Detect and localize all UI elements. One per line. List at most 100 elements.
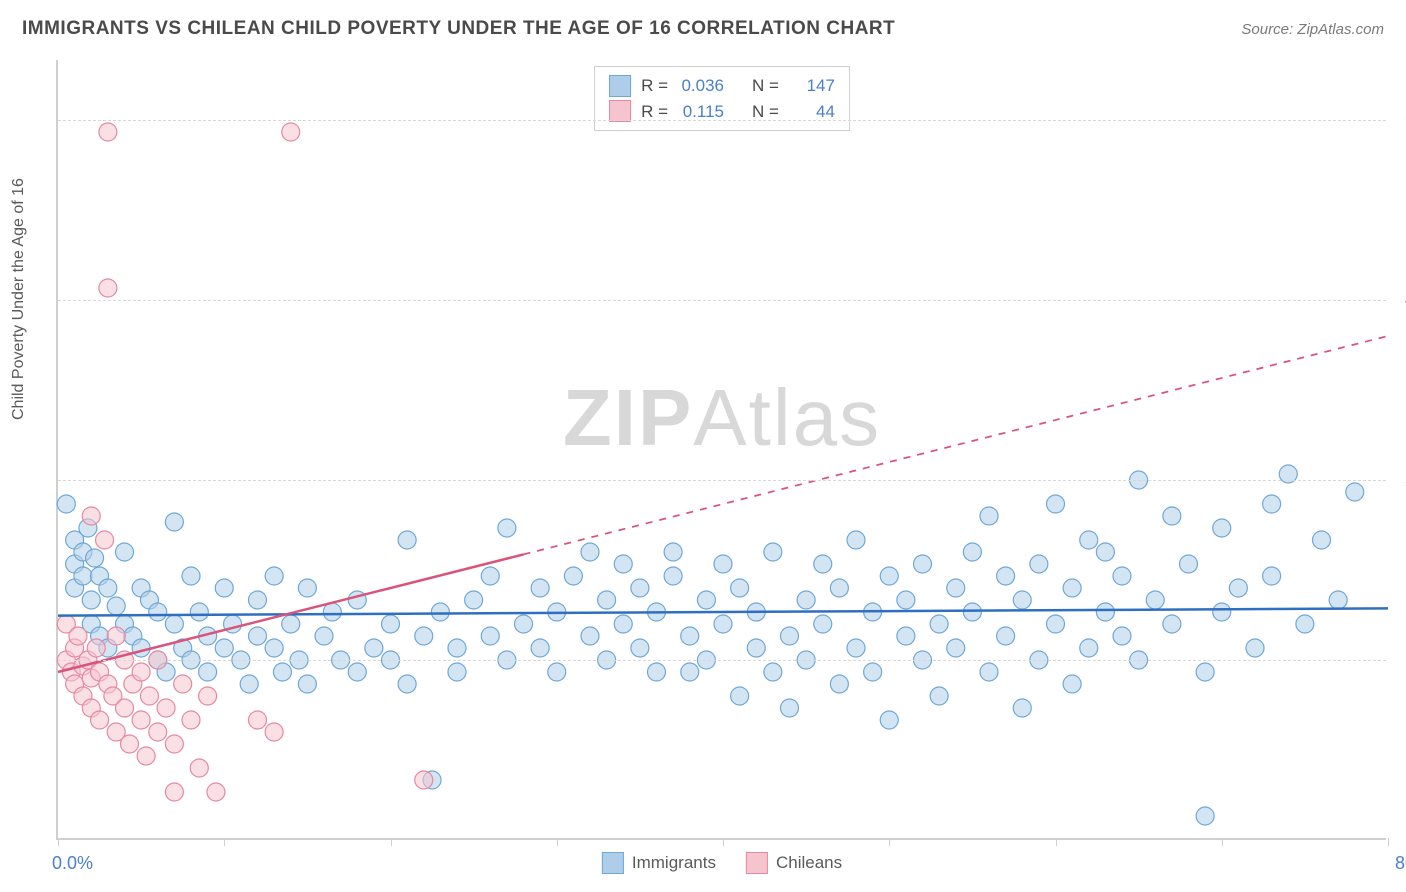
data-point-immigrants [1096, 543, 1114, 561]
data-point-chileans [249, 711, 267, 729]
data-point-immigrants [249, 627, 267, 645]
data-point-immigrants [86, 549, 104, 567]
data-point-immigrants [564, 567, 582, 585]
data-point-immigrants [864, 663, 882, 681]
data-point-immigrants [781, 699, 799, 717]
data-point-immigrants [764, 543, 782, 561]
data-point-immigrants [1163, 615, 1181, 633]
x-tick [224, 838, 225, 846]
data-point-chileans [87, 639, 105, 657]
data-point-immigrants [1030, 555, 1048, 573]
data-point-immigrants [731, 687, 749, 705]
y-axis-label: Child Poverty Under the Age of 16 [10, 178, 28, 420]
legend-correlation: R =0.036N =147R =0.115N =44 [594, 66, 850, 131]
x-tick [58, 838, 59, 846]
data-point-chileans [116, 699, 134, 717]
data-point-immigrants [1229, 579, 1247, 597]
data-point-immigrants [448, 663, 466, 681]
trendline-chileans-extrapolated [524, 336, 1389, 554]
data-point-immigrants [99, 579, 117, 597]
data-point-immigrants [1063, 675, 1081, 693]
data-point-immigrants [215, 639, 233, 657]
data-point-immigrants [880, 567, 898, 585]
data-point-chileans [199, 687, 217, 705]
data-point-immigrants [930, 687, 948, 705]
legend-bottom-label-immigrants: Immigrants [632, 853, 716, 873]
data-point-immigrants [365, 639, 383, 657]
data-point-immigrants [714, 555, 732, 573]
data-point-immigrants [190, 603, 208, 621]
x-axis-min-label: 0.0% [52, 853, 93, 874]
data-point-immigrants [1146, 591, 1164, 609]
data-point-immigrants [149, 603, 167, 621]
data-point-immigrants [1013, 591, 1031, 609]
data-point-chileans [99, 279, 117, 297]
legend-swatch-immigrants [609, 75, 631, 97]
data-point-immigrants [731, 579, 749, 597]
data-point-immigrants [398, 675, 416, 693]
data-point-immigrants [1013, 699, 1031, 717]
data-point-chileans [182, 711, 200, 729]
data-point-immigrants [963, 603, 981, 621]
data-point-immigrants [382, 615, 400, 633]
data-point-immigrants [1096, 603, 1114, 621]
data-point-immigrants [431, 603, 449, 621]
data-point-immigrants [1196, 663, 1214, 681]
data-point-chileans [207, 783, 225, 801]
data-point-immigrants [82, 591, 100, 609]
data-point-chileans [174, 675, 192, 693]
data-point-immigrants [631, 639, 649, 657]
data-point-immigrants [980, 663, 998, 681]
chart-source: Source: ZipAtlas.com [1241, 21, 1384, 38]
x-tick [1222, 838, 1223, 846]
data-point-immigrants [1263, 567, 1281, 585]
data-point-chileans [132, 711, 150, 729]
data-point-immigrants [681, 627, 699, 645]
data-point-immigrants [1263, 495, 1281, 513]
x-tick [889, 838, 890, 846]
data-point-chileans [165, 735, 183, 753]
data-point-immigrants [116, 543, 134, 561]
data-point-immigrants [273, 663, 291, 681]
data-point-immigrants [697, 591, 715, 609]
data-point-immigrants [215, 579, 233, 597]
data-point-chileans [82, 507, 100, 525]
data-point-chileans [157, 699, 175, 717]
data-point-immigrants [847, 531, 865, 549]
data-point-immigrants [963, 543, 981, 561]
data-point-immigrants [897, 627, 915, 645]
data-point-immigrants [481, 567, 499, 585]
data-point-immigrants [448, 639, 466, 657]
data-point-immigrants [598, 591, 616, 609]
data-point-immigrants [1047, 615, 1065, 633]
data-point-immigrants [165, 513, 183, 531]
data-point-immigrants [1213, 603, 1231, 621]
data-point-chileans [107, 627, 125, 645]
data-point-chileans [265, 723, 283, 741]
data-point-chileans [99, 123, 117, 141]
data-point-immigrants [1113, 627, 1131, 645]
data-point-chileans [149, 723, 167, 741]
data-point-immigrants [664, 567, 682, 585]
data-point-immigrants [1329, 591, 1347, 609]
gridline-h [58, 660, 1386, 661]
data-point-chileans [69, 627, 87, 645]
data-point-immigrants [1163, 507, 1181, 525]
data-point-immigrants [747, 639, 765, 657]
data-point-chileans [415, 771, 433, 789]
data-point-chileans [91, 711, 109, 729]
data-point-immigrants [348, 663, 366, 681]
data-point-chileans [165, 783, 183, 801]
data-point-immigrants [1080, 531, 1098, 549]
data-point-immigrants [897, 591, 915, 609]
plot-area: ZIPAtlas R =0.036N =147R =0.115N =44 Imm… [56, 60, 1386, 840]
legend-bottom-immigrants: Immigrants [602, 852, 716, 874]
data-point-immigrants [614, 555, 632, 573]
data-point-immigrants [1213, 519, 1231, 537]
legend-swatch-chileans [609, 100, 631, 122]
data-point-immigrants [631, 579, 649, 597]
data-point-immigrants [980, 507, 998, 525]
data-point-immigrants [714, 615, 732, 633]
data-point-immigrants [515, 615, 533, 633]
x-tick [1056, 838, 1057, 846]
